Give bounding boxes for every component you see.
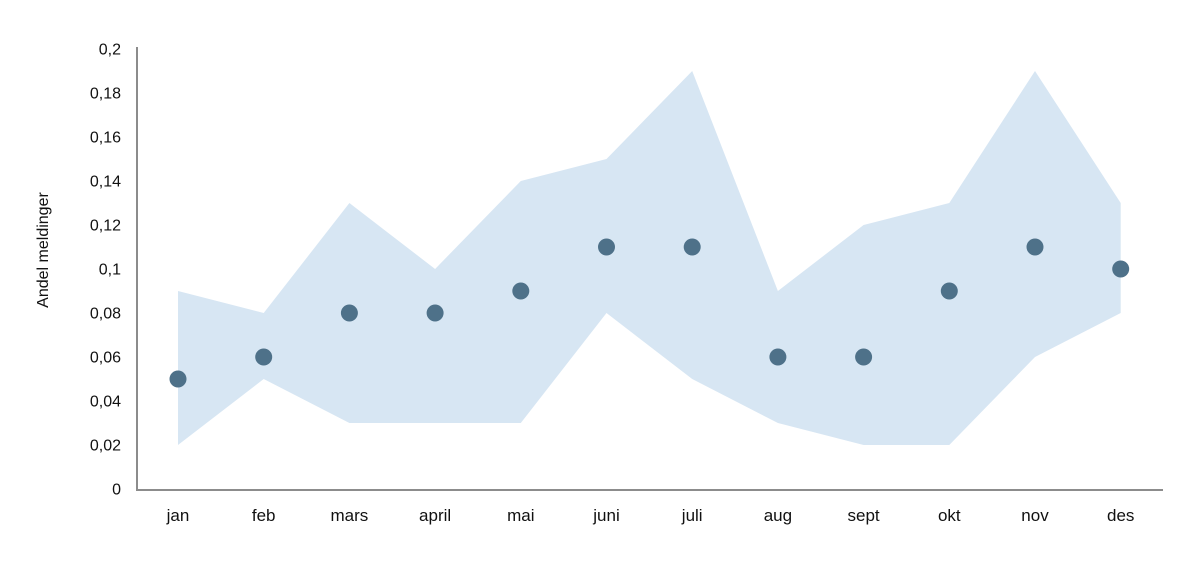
data-point-des [1112, 260, 1130, 278]
x-tick-label-sept: sept [848, 506, 880, 525]
y-tick-label-0_06: 0,06 [90, 350, 121, 367]
data-point-nov [1026, 238, 1044, 256]
data-points-group [169, 238, 1130, 388]
confidence-band [178, 71, 1121, 445]
y-tick-label-0_2: 0,2 [99, 42, 121, 59]
x-tick-label-juni: juni [592, 506, 619, 525]
confidence-band-group [178, 71, 1121, 445]
data-point-april [426, 304, 444, 322]
x-tick-label-feb: feb [252, 506, 276, 525]
y-tick-label-0_14: 0,14 [90, 174, 121, 191]
x-tick-label-mai: mai [507, 506, 534, 525]
x-tick-label-nov: nov [1021, 506, 1049, 525]
data-point-feb [255, 348, 273, 366]
x-tick-label-april: april [419, 506, 451, 525]
data-point-juni [598, 238, 615, 256]
x-tick-label-mars: mars [331, 506, 369, 525]
axes-group [136, 47, 1163, 491]
data-point-sept [855, 348, 873, 366]
data-point-aug [769, 348, 787, 366]
x-tick-label-okt: okt [938, 506, 961, 525]
y-tick-label-0_1: 0,1 [99, 262, 121, 279]
y-tick-label-0_02: 0,02 [90, 438, 121, 455]
data-point-jan [169, 370, 187, 388]
data-point-mars [340, 304, 358, 322]
x-tick-label-juli: juli [681, 506, 703, 525]
y-tick-label-0_08: 0,08 [90, 306, 121, 323]
y-tick-label-0_18: 0,18 [90, 86, 121, 103]
x-axis-tick-labels: jan feb mars april mai juni juli aug sept okt nov d… [166, 506, 1135, 525]
data-point-juli [683, 238, 701, 256]
y-tick-label-0_04: 0,04 [90, 394, 121, 411]
y-tick-label-0_12: 0,12 [90, 218, 121, 235]
x-tick-label-aug: aug [764, 506, 792, 525]
y-axis-tick-labels: 0 0,02 0,04 0,06 0,08 0,1 0,12 0,14 0,16 0,18 0,2 [90, 42, 121, 499]
y-tick-label-0: 0 [112, 482, 121, 499]
y-tick-label-0_16: 0,16 [90, 130, 121, 147]
x-tick-label-jan: jan [166, 506, 190, 525]
data-point-okt [940, 282, 958, 300]
y-axis-title: Andel meldinger [35, 192, 52, 308]
data-point-mai [512, 282, 530, 300]
x-tick-label-des: des [1107, 506, 1134, 525]
